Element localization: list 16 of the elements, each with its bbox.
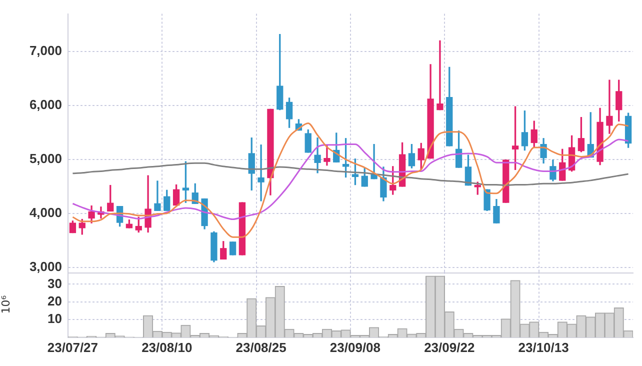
y-tick-label: 10 bbox=[48, 311, 62, 326]
y-tick-label: 3,000 bbox=[29, 258, 62, 274]
x-tick-label: 23/09/08 bbox=[330, 340, 381, 355]
y-tick-label: 5,000 bbox=[29, 150, 62, 166]
y-tick-label: 20 bbox=[48, 294, 62, 309]
x-tick-label: 23/10/13 bbox=[518, 340, 569, 355]
x-tick-label: 23/08/25 bbox=[236, 340, 286, 355]
y-tick-label: 30 bbox=[48, 276, 62, 291]
y-tick-label: 7,000 bbox=[29, 43, 62, 58]
x-tick-label: 23/09/22 bbox=[424, 340, 475, 355]
x-tick-label: 23/07/27 bbox=[47, 340, 98, 355]
y-tick-label: 6,000 bbox=[29, 97, 62, 112]
y-axis-title: 10⁶ bbox=[0, 294, 12, 314]
candlestick bbox=[229, 242, 236, 256]
x-tick-label: 23/08/10 bbox=[142, 340, 192, 355]
y-tick-label: 4,000 bbox=[29, 204, 62, 220]
